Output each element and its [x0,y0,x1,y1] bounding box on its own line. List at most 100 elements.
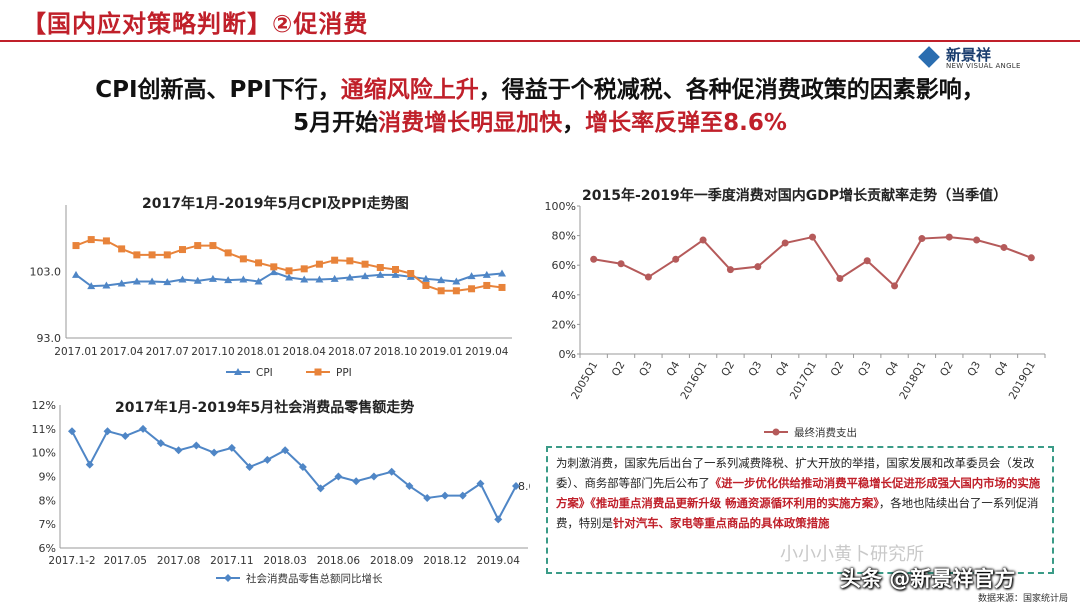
data-source: 数据来源：国家统计局 [977,594,1068,604]
data-point-cpi [239,275,248,283]
legend-marker [772,428,780,436]
y-tick-label: 103.0 [30,266,62,279]
data-point-ppi [422,281,430,289]
y-tick-label: 100% [545,200,576,213]
x-tick-label: 2017.1-2 [48,555,95,567]
x-tick-label: 2018.04 [283,346,327,358]
headline-highlight: 消费增长明显加快 [378,110,563,136]
y-tick-label: 11% [32,423,56,436]
data-point-ppi [407,269,415,277]
data-point-cpi [345,273,354,281]
x-tick-label: 2018.09 [370,555,413,567]
data-point-retail [316,484,325,493]
y-tick-label: 8% [39,494,56,507]
x-tick-label: 2018Q1 [897,360,928,402]
x-tick-label: Q2 [938,360,956,379]
data-point-ppi [270,263,278,271]
note-text: ，各地也陆续出台了一系列促消费，特别是 [556,496,1039,530]
headline-line-2: 5月开始消费增长明显加快，增长率反弹至8.6% [0,103,1080,137]
headline-text: ， [562,110,586,136]
data-point-cpi [87,282,96,290]
x-tick-label: 2019Q1 [1007,359,1038,401]
x-tick-label: 2018.12 [423,555,466,567]
data-point-ppi [452,287,460,295]
x-tick-label: 2017.10 [191,346,234,358]
data-point-cpi [452,277,461,285]
data-point-gdp [836,275,844,283]
x-tick-label: Q3 [747,360,765,379]
data-point-retail [121,431,130,440]
note-highlight: 针对汽车、家电等重点商品的具体政策措施 [612,516,830,530]
data-point-ppi [163,251,171,259]
legend-marker [224,574,232,582]
data-point-retail [227,443,236,452]
watermark: 小小小黄卜研究所 [780,544,924,565]
data-point-gdp [945,233,953,241]
y-tick-label: 40% [552,289,576,302]
data-point-cpi [208,274,217,282]
data-point-gdp [863,257,871,265]
data-point-ppi [300,265,308,273]
x-tick-label: 2018.01 [237,346,280,358]
section-title: 【国内应对策略判断】②促消费 [22,10,369,38]
y-tick-label: 10% [32,447,56,460]
x-tick-label: Q4 [774,359,792,378]
series-line-retail [71,427,517,522]
data-point-retail [387,467,396,476]
y-tick-label: 12% [32,399,56,412]
data-point-cpi [193,276,202,284]
data-point-cpi [467,272,476,280]
note-highlight: 《进一步优化供给推动消费平稳增长促进形成强大国内市场的实施方案》《推动重点消费品… [556,476,1041,510]
data-point-ppi [346,257,354,265]
data-point-cpi [269,268,278,276]
data-point-gdp [973,236,981,244]
data-point-retail [245,462,254,471]
x-tick-label: Q2 [719,360,737,379]
data-point-retail [281,446,290,455]
x-tick-label: 2017.05 [104,555,147,567]
x-tick-label: 2016Q1 [678,360,709,402]
data-point-ppi [179,246,186,254]
data-point-gdp [699,236,707,244]
logo-subtitle: NEW VISUAL ANGLE [946,62,1021,70]
data-label-last: 8.6% [518,480,530,493]
x-tick-label: 2018.06 [317,555,361,567]
gdp-chart-title: 2015年-2019年一季度消费对国内GDP增长贡献率走势（当季值） [582,188,1008,204]
data-point-retail [210,448,219,457]
note-text: 为刺激消费，国家先后出台了一系列减费降税、扩大开放的举措，国家发展和改革委员会（… [556,456,1035,490]
data-point-cpi [102,281,111,289]
data-point-cpi [361,272,370,280]
y-tick-label: 20% [552,318,576,331]
data-point-retail [174,446,183,455]
data-point-cpi [224,276,233,284]
series-line-gdp [593,235,1032,288]
logo-mark-icon [918,46,940,68]
retail-chart-title: 2017年1月-2019年5月社会消费品零售额走势 [115,400,415,416]
y-tick-label: 0% [559,348,576,361]
data-point-cpi [132,277,141,285]
data-point-cpi [148,277,157,285]
data-point-cpi [178,275,187,283]
retail-sales-chart: 6% 7% 8% 9% 10% 11% 12% 2017.1-2 2017.05 2017.08 2… [32,399,530,585]
legend-marker [314,368,322,376]
data-point-retail [156,439,165,448]
data-point-ppi [72,242,80,250]
y-tick-label: 60% [552,259,576,272]
data-point-retail [405,482,414,491]
data-point-retail [192,441,201,450]
headline-text: CPI创新高、PPI下行， [95,77,341,103]
legend-label: PPI [336,367,352,379]
data-point-ppi [255,259,263,267]
data-point-cpi [254,277,263,285]
data-point-gdp [754,263,762,271]
data-point-cpi [300,275,309,283]
legend-marker [234,368,242,375]
data-point-cpi [285,273,293,281]
x-tick-label: Q3 [856,360,874,379]
data-point-gdp [891,282,899,290]
x-tick-label: Q4 [664,359,682,378]
data-point-cpi [391,270,400,278]
data-point-ppi [361,260,369,268]
data-point-ppi [468,285,476,293]
x-tick-label: 2017.11 [210,555,253,567]
